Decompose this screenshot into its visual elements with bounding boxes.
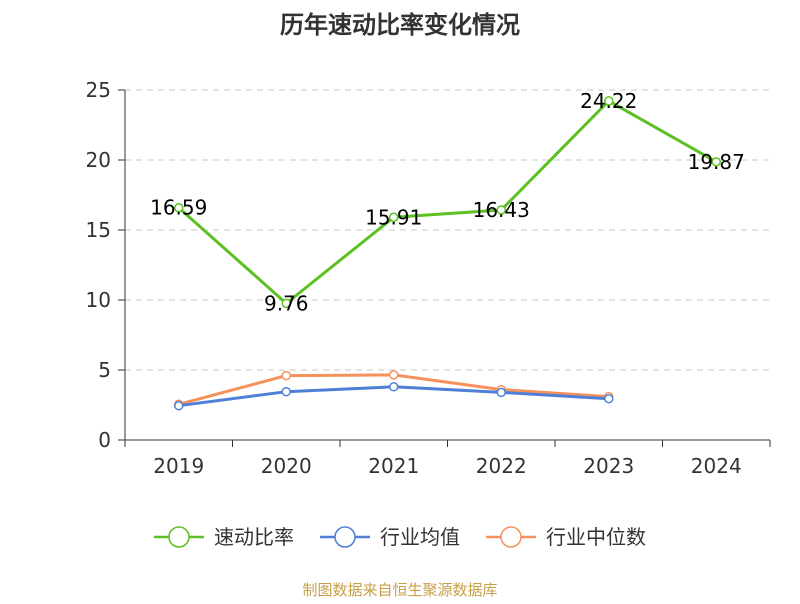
legend-label: 行业中位数 — [546, 525, 646, 549]
data-point[interactable] — [389, 370, 399, 380]
source-note: 制图数据来自恒生聚源数据库 — [302, 581, 497, 599]
data-point[interactable] — [496, 205, 506, 215]
legend-label: 速动比率 — [214, 525, 294, 549]
series-line — [177, 99, 717, 305]
x-tick-label: 2020 — [261, 454, 312, 478]
data-label: 24.22 — [580, 89, 637, 113]
y-tick-label: 15 — [86, 218, 111, 242]
legend-marker-icon — [168, 526, 190, 548]
y-tick-label: 20 — [86, 148, 111, 172]
data-point[interactable] — [604, 96, 614, 106]
data-point[interactable] — [281, 298, 291, 309]
x-tick-label: 2019 — [153, 454, 204, 478]
grid-lines — [125, 89, 770, 371]
x-tick-label: 2023 — [583, 454, 634, 478]
data-point[interactable] — [174, 202, 184, 213]
data-label: 19.87 — [688, 150, 745, 174]
data-label: 15.91 — [365, 205, 422, 229]
y-tick-label: 5 — [98, 358, 111, 382]
legend-item[interactable]: 速动比率 — [154, 525, 294, 549]
legend-label: 行业均值 — [380, 525, 460, 549]
x-tick-label: 2022 — [476, 454, 527, 478]
data-point[interactable] — [281, 386, 291, 397]
data-point[interactable] — [711, 157, 721, 167]
legend-item[interactable]: 行业均值 — [320, 525, 460, 549]
y-tick-label: 10 — [86, 288, 111, 312]
data-label: 16.59 — [150, 196, 207, 220]
data-labels: 16.59 9.76 15.91 16.43 24.22 19.87 — [150, 89, 745, 315]
x-tick-label: 2024 — [691, 454, 742, 478]
x-tick-label: 2021 — [368, 454, 419, 478]
legend-item[interactable]: 行业中位数 — [486, 525, 646, 549]
y-tick-label: 25 — [86, 78, 111, 102]
data-point[interactable] — [604, 393, 614, 404]
legend-marker-icon — [334, 526, 356, 548]
legend[interactable]: 速动比率 行业均值 行业中位数 — [154, 525, 646, 549]
axes: 0 5 10 15 20 25 2019 2020 2021 2022 2023 2024 — [86, 78, 771, 478]
legend-marker-icon — [500, 526, 522, 548]
data-label: 9.76 — [264, 291, 309, 315]
data-point[interactable] — [389, 382, 399, 392]
data-point[interactable] — [174, 400, 184, 411]
data-point[interactable] — [496, 387, 506, 398]
data-label: 16.43 — [473, 198, 530, 222]
data-point[interactable] — [281, 370, 291, 381]
data-point[interactable] — [389, 212, 399, 223]
series-lines — [174, 96, 721, 411]
y-tick-label: 0 — [98, 428, 111, 452]
chart-title: 历年速动比率变化情况 — [280, 11, 520, 39]
